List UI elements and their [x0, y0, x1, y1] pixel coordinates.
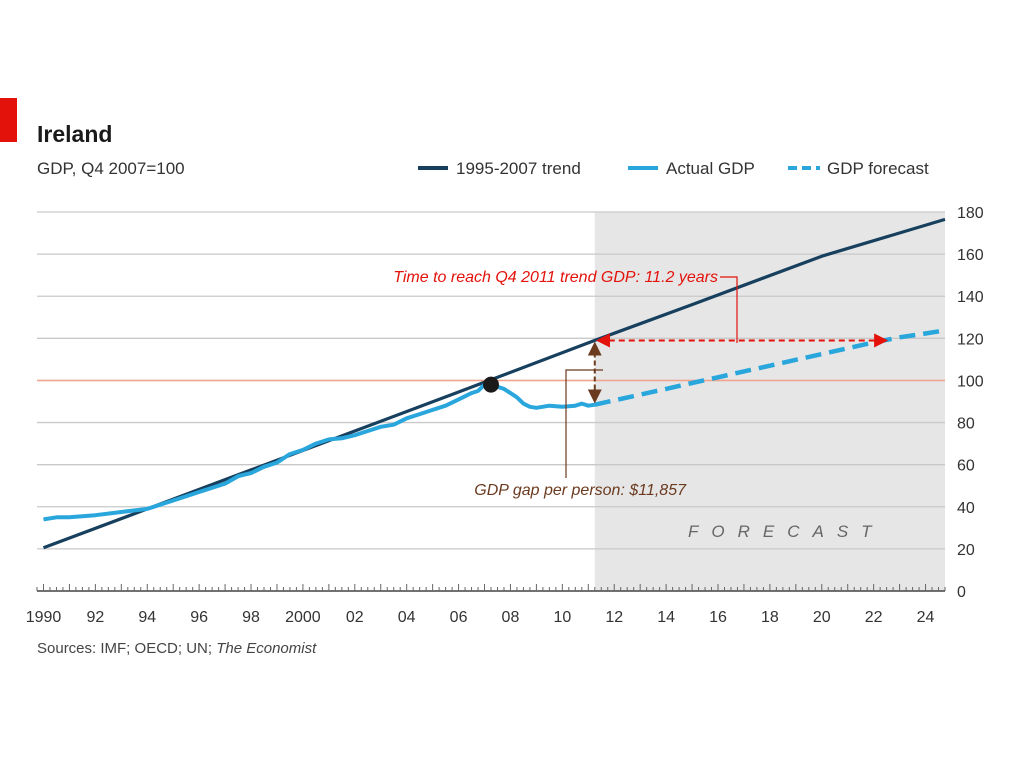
- series-actual-gdp-line: [43, 382, 596, 522]
- legend-item-trend: 1995-2007 trend: [418, 159, 581, 178]
- legend-label-trend: 1995-2007 trend: [456, 159, 581, 178]
- x-tick-label-2000: 2000: [285, 609, 321, 626]
- time-to-trend-label: Time to reach Q4 2011 trend GDP: 11.2 ye…: [393, 269, 718, 286]
- y-tick-label-60: 60: [957, 458, 975, 475]
- y-tick-label-80: 80: [957, 416, 975, 433]
- peak-marker: [483, 376, 499, 393]
- x-tick-label-22: 22: [865, 609, 883, 626]
- x-tick-label-24: 24: [917, 609, 935, 626]
- gdp-gap-label: GDP gap per person: $11,857: [474, 482, 687, 499]
- x-tick-label-14: 14: [657, 609, 675, 626]
- brand-red-tab: [0, 98, 17, 142]
- legend-label-actual: Actual GDP: [666, 159, 755, 178]
- legend-item-actual: Actual GDP: [628, 159, 755, 178]
- y-tick-label-0: 0: [957, 584, 966, 601]
- legend: 1995-2007 trend Actual GDP GDP forecast: [418, 159, 929, 178]
- x-tick-label-16: 16: [709, 609, 727, 626]
- y-tick-label-120: 120: [957, 331, 984, 348]
- series-gdp-forecast-line: [594, 328, 946, 407]
- x-tick-label-12: 12: [605, 609, 623, 626]
- y-tick-label-160: 160: [957, 247, 984, 264]
- x-tick-label-10: 10: [553, 609, 571, 626]
- x-tick-label-96: 96: [190, 609, 208, 626]
- y-tick-label-180: 180: [957, 205, 984, 222]
- x-tick-label-06: 06: [450, 609, 468, 626]
- chart-subtitle: GDP, Q4 2007=100: [37, 159, 185, 178]
- x-tick-label-92: 92: [86, 609, 104, 626]
- chart-title: Ireland: [37, 121, 112, 147]
- legend-label-forecast: GDP forecast: [827, 159, 929, 178]
- source-note: Sources: IMF; OECD; UN; The Economist: [37, 640, 317, 657]
- x-tick-label-94: 94: [138, 609, 156, 626]
- x-tick-label-20: 20: [813, 609, 831, 626]
- x-tick-label-04: 04: [398, 609, 416, 626]
- x-tick-label-1990: 1990: [26, 609, 62, 626]
- forecast-label: FORECAST: [688, 522, 885, 541]
- x-tick-label-18: 18: [761, 609, 779, 626]
- time-to-trend-leader: [720, 276, 738, 343]
- source-prefix: Sources: IMF; OECD; UN;: [37, 640, 216, 657]
- y-tick-label-20: 20: [957, 542, 975, 559]
- y-tick-label-40: 40: [957, 500, 975, 517]
- y-tick-label-100: 100: [957, 373, 984, 390]
- source-italic: The Economist: [216, 640, 317, 657]
- x-tick-label-02: 02: [346, 609, 364, 626]
- x-tick-label-08: 08: [502, 609, 520, 626]
- legend-item-forecast: GDP forecast: [788, 159, 929, 178]
- gdp-gap-leader: [565, 369, 603, 478]
- x-tick-label-98: 98: [242, 609, 260, 626]
- y-tick-label-140: 140: [957, 289, 984, 306]
